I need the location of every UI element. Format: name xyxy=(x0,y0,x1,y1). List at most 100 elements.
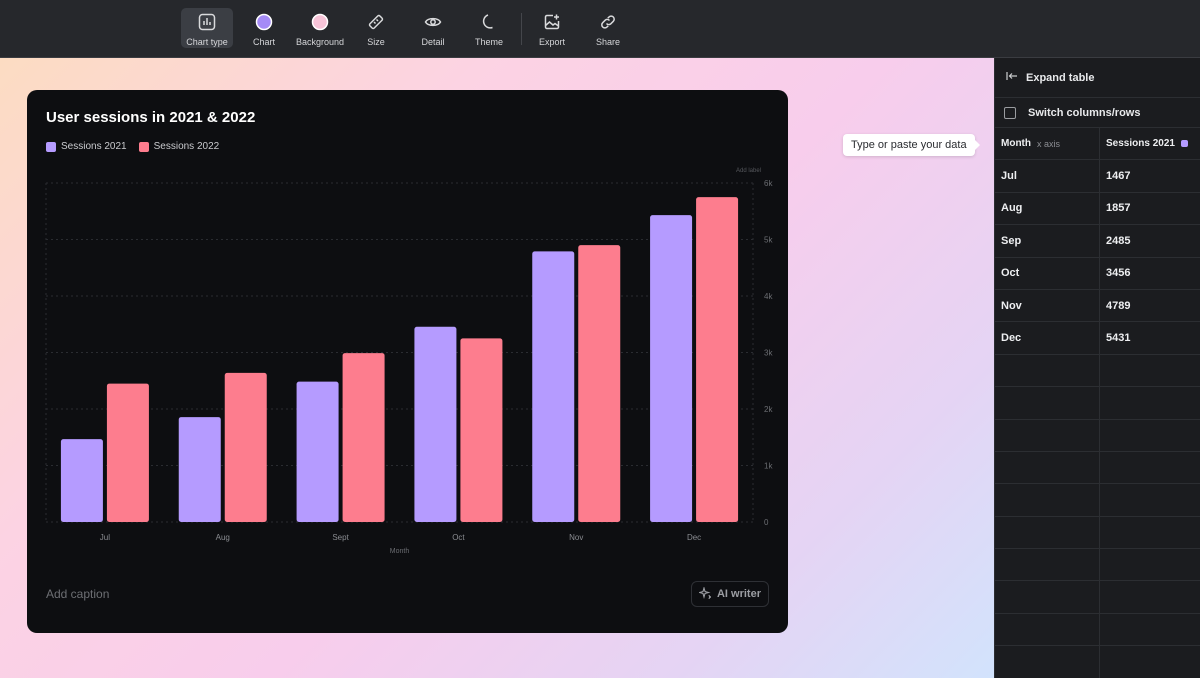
table-row xyxy=(995,484,1200,517)
value-cell[interactable] xyxy=(1100,581,1200,612)
legend-label-2021: Sessions 2021 xyxy=(61,141,127,152)
value-cell[interactable] xyxy=(1100,387,1200,418)
value-cell[interactable] xyxy=(1100,420,1200,451)
value-cell[interactable] xyxy=(1100,549,1200,580)
bar-2022-oct xyxy=(460,338,503,522)
table-row xyxy=(995,549,1200,582)
month-cell[interactable] xyxy=(995,613,1100,646)
legend-item-2021[interactable]: Sessions 2021 xyxy=(46,141,127,152)
detail-button[interactable]: Detail xyxy=(407,8,459,48)
value-cell[interactable] xyxy=(1100,452,1200,483)
series-color-dot xyxy=(1180,140,1188,148)
table-row xyxy=(995,646,1200,678)
value-cell[interactable] xyxy=(1100,517,1200,548)
month-cell[interactable]: Jul xyxy=(995,160,1100,192)
x-tick-label: Aug xyxy=(216,533,230,542)
table-row xyxy=(995,516,1200,550)
value-cell[interactable] xyxy=(1100,484,1200,515)
value-cell[interactable]: 4789 xyxy=(1106,299,1131,312)
chart-type-button[interactable]: Chart type xyxy=(181,8,233,48)
image-export-icon xyxy=(541,11,563,33)
bar-2022-sept xyxy=(342,353,385,522)
chart-card[interactable]: User sessions in 2021 & 2022 Sessions 20… xyxy=(27,90,788,633)
add-caption[interactable]: Add caption xyxy=(46,587,110,601)
purple-circle-icon xyxy=(253,11,275,33)
table-row xyxy=(995,451,1200,485)
ai-writer-label: AI writer xyxy=(716,588,761,600)
theme-button[interactable]: Theme xyxy=(463,8,515,48)
header-month-cell[interactable]: Month x axis xyxy=(995,128,1100,160)
switch-columns-rows[interactable]: Switch columns/rows xyxy=(995,98,1200,128)
add-label-button[interactable]: Add label xyxy=(736,168,762,174)
table-row: Aug 1857 xyxy=(995,192,1200,226)
bar-2022-aug xyxy=(224,372,267,522)
background-button[interactable]: Background xyxy=(294,8,346,48)
month-cell[interactable] xyxy=(995,549,1100,581)
bar-2021-sept xyxy=(296,381,339,522)
month-cell[interactable] xyxy=(995,387,1100,419)
theme-label: Theme xyxy=(474,37,503,47)
table-row xyxy=(995,419,1200,452)
ruler-icon xyxy=(365,11,387,33)
switch-checkbox[interactable] xyxy=(1004,106,1016,119)
table-row: Sep 2485 xyxy=(995,225,1200,258)
month-cell[interactable]: Aug xyxy=(995,192,1100,225)
table-row: Oct 3456 xyxy=(995,257,1200,290)
y-tick-label: 1k xyxy=(764,462,773,471)
detail-label: Detail xyxy=(421,37,445,47)
export-button[interactable]: Export xyxy=(526,8,578,48)
table-row xyxy=(995,354,1200,388)
y-tick-label: 3k xyxy=(764,349,773,358)
y-tick-label: 6k xyxy=(764,179,773,188)
chart-color-button[interactable]: Chart xyxy=(238,8,290,48)
background-label: Background xyxy=(295,37,345,47)
table-row: Jul 1467 xyxy=(995,160,1200,193)
value-cell[interactable]: 3456 xyxy=(1106,267,1131,280)
bar-2021-oct xyxy=(414,326,457,522)
bar-2021-nov xyxy=(532,251,575,522)
month-cell[interactable] xyxy=(995,484,1100,516)
month-cell[interactable] xyxy=(995,451,1100,484)
month-cell[interactable]: Nov xyxy=(995,289,1100,322)
month-cell[interactable] xyxy=(995,354,1100,387)
size-label: Size xyxy=(367,37,385,47)
ai-writer-button[interactable]: AI writer xyxy=(691,581,769,607)
table-row xyxy=(995,613,1200,647)
x-tick-label: Nov xyxy=(569,533,583,542)
value-cell[interactable] xyxy=(1100,355,1200,386)
bar-2022-nov xyxy=(578,245,621,522)
x-tick-label: Jul xyxy=(100,533,110,542)
chart-title[interactable]: User sessions in 2021 & 2022 xyxy=(46,109,256,126)
header-sessions-cell[interactable]: Sessions 2021 xyxy=(1100,128,1200,159)
y-tick-label: 5k xyxy=(764,236,773,245)
value-cell[interactable]: 1467 xyxy=(1106,170,1131,183)
y-tick-label: 2k xyxy=(764,405,773,414)
share-button[interactable]: Share xyxy=(582,8,634,48)
legend-item-2022[interactable]: Sessions 2022 xyxy=(138,141,219,152)
collapse-left-icon xyxy=(1006,71,1018,84)
expand-table-button[interactable]: Expand table xyxy=(995,58,1200,98)
bar-chart-icon xyxy=(196,11,218,33)
value-cell[interactable]: 1857 xyxy=(1106,202,1131,215)
x-tick-label: Sept xyxy=(332,533,349,542)
month-cell[interactable] xyxy=(995,581,1100,613)
x-tick-label: Oct xyxy=(452,533,465,542)
table-row: Nov 4789 xyxy=(995,289,1200,323)
y-tick-label: 0 xyxy=(764,518,769,527)
value-cell[interactable] xyxy=(1100,646,1200,677)
value-cell[interactable] xyxy=(1100,614,1200,645)
bar-2022-dec xyxy=(696,197,739,522)
month-cell[interactable] xyxy=(995,646,1100,678)
sparkle-icon xyxy=(697,585,713,602)
month-cell[interactable]: Oct xyxy=(995,257,1100,289)
value-cell[interactable]: 2485 xyxy=(1106,234,1131,247)
export-label: Export xyxy=(538,37,565,47)
month-cell[interactable] xyxy=(995,419,1100,451)
value-cell[interactable]: 5431 xyxy=(1106,332,1131,345)
month-cell[interactable]: Dec xyxy=(995,322,1100,354)
month-cell[interactable]: Sep xyxy=(995,225,1100,257)
month-cell[interactable] xyxy=(995,516,1100,549)
chart-legend: Sessions 2021 Sessions 2022 xyxy=(46,141,219,152)
chart-type-label: Chart type xyxy=(186,37,228,47)
size-button[interactable]: Size xyxy=(350,8,402,48)
